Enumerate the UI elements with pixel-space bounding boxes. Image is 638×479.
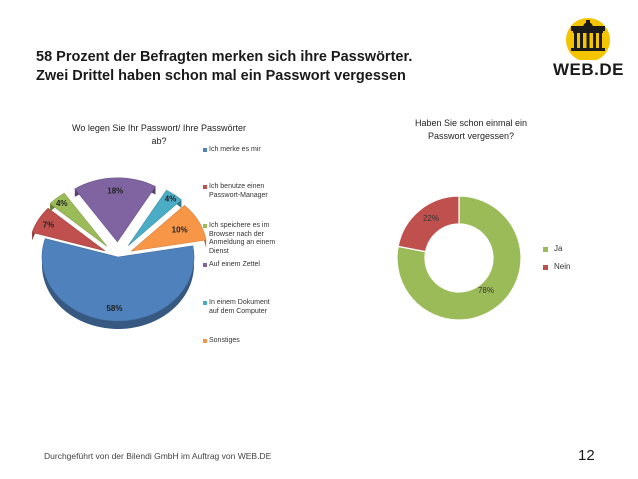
legend-label: Auf einem Zettel xyxy=(209,261,309,270)
legend-swatch xyxy=(203,301,207,305)
legend-label-line: Ich speichere es im xyxy=(209,222,270,229)
pie-data-label-ich-benutze-einen-passwort-manager: 7% xyxy=(43,220,55,229)
chart1-title-line-1: Wo legen Sie Ihr Passwort/ Ihre Passwört… xyxy=(72,123,246,133)
legend-label-line: Ich benutze einen xyxy=(209,183,265,190)
legend-label-line: Dienst xyxy=(209,247,229,255)
legend-label: Ich speichere es im Browser nach der Anmel… xyxy=(209,222,309,256)
chart2-title-line-1: Haben Sie schon einmal ein xyxy=(414,118,528,128)
pie-slice-ich-benutze-einen-passwort-manager xyxy=(31,207,106,252)
doughnut-data-label-ja: 78% xyxy=(478,286,494,295)
slide-headline: 58 Prozent der Befragten merken sich ihr… xyxy=(36,48,436,86)
pie-slice-sonstiges xyxy=(130,204,207,252)
chart1-title-line-2: ab? xyxy=(151,136,167,146)
legend-swatch xyxy=(543,265,548,270)
legend-swatch xyxy=(203,263,207,267)
legend-label-line: Passwort-Manager xyxy=(209,191,268,199)
doughnut-segment-ja xyxy=(396,195,522,321)
headline-line-1: 58 Prozent der Befragten merken sich ihr… xyxy=(36,49,413,65)
chart2-title: Haben Sie schon einmal ein Passwort verg… xyxy=(398,117,544,143)
chart1-pie: 58% 7% 4% 18% 4% 10% xyxy=(31,177,207,329)
webde-logo: WEB.DE xyxy=(553,14,624,82)
headline-line-2: Zwei Drittel haben schon mal ein Passwor… xyxy=(36,68,406,84)
pie-slice-ich-speichere-es-im-browser-nach-der-anmeldung-an-einem-dienst xyxy=(49,192,108,247)
doughnut-data-label-nein: 22% xyxy=(423,214,439,223)
legend-swatch xyxy=(203,224,207,228)
brandenburg-gate-icon xyxy=(566,18,610,62)
legend-label-line: auf dem Computer xyxy=(209,307,267,315)
footer-source: Durchgeführt von der Bilendi GmbH im Auf… xyxy=(44,451,272,461)
pie-slice-auf-einem-zettel xyxy=(74,177,156,243)
pie-slice-ich-merke-es-mir xyxy=(41,238,195,322)
legend-swatch xyxy=(203,185,207,189)
legend-swatch xyxy=(543,247,548,252)
legend-label-line: Sonstiges xyxy=(209,337,240,344)
legend-label: Ja xyxy=(554,244,563,253)
legend-label-line: Anmeldung an einem xyxy=(209,239,276,246)
legend-label: Ich merke es mir xyxy=(209,146,309,155)
legend-label-line: Ich merke es mir xyxy=(209,146,261,153)
legend-label: Ich benutze einen Passwort-Manager xyxy=(209,183,309,200)
pie-data-label-auf-einem-zettel: 18% xyxy=(107,187,123,196)
legend-label-line: In einem Dokument xyxy=(209,299,270,306)
chart2-title-line-2: Passwort vergessen? xyxy=(427,131,515,141)
legend-label: Sonstiges xyxy=(209,337,309,346)
legend-swatch xyxy=(203,148,207,152)
pie-slice-in-einem-dokument-auf-dem-computer xyxy=(128,189,182,246)
pie-data-label-in-einem-dokument-auf-dem-computer: 4% xyxy=(165,195,177,204)
legend-swatch xyxy=(203,339,207,343)
legend-label: In einem Dokument auf dem Computer xyxy=(209,299,309,316)
legend-label-line: Browser nach der xyxy=(209,230,264,238)
chart2-doughnut: 78% 22% xyxy=(396,195,522,321)
doughnut-segment-nein xyxy=(397,195,460,253)
pie-data-label-ich-merke-es-mir: 58% xyxy=(106,304,122,313)
legend-label-line: Auf einem Zettel xyxy=(209,261,260,268)
pie-data-label-sonstiges: 10% xyxy=(172,226,188,235)
logo-text: WEB.DE xyxy=(553,60,624,79)
pie-data-label-ich-speichere-es-im-browser-nach-der-anmeldung-an-einem-dienst: 4% xyxy=(56,199,68,208)
page-number: 12 xyxy=(578,447,595,464)
legend-label: Nein xyxy=(554,262,571,271)
chart1-title: Wo legen Sie Ihr Passwort/ Ihre Passwört… xyxy=(52,122,266,148)
